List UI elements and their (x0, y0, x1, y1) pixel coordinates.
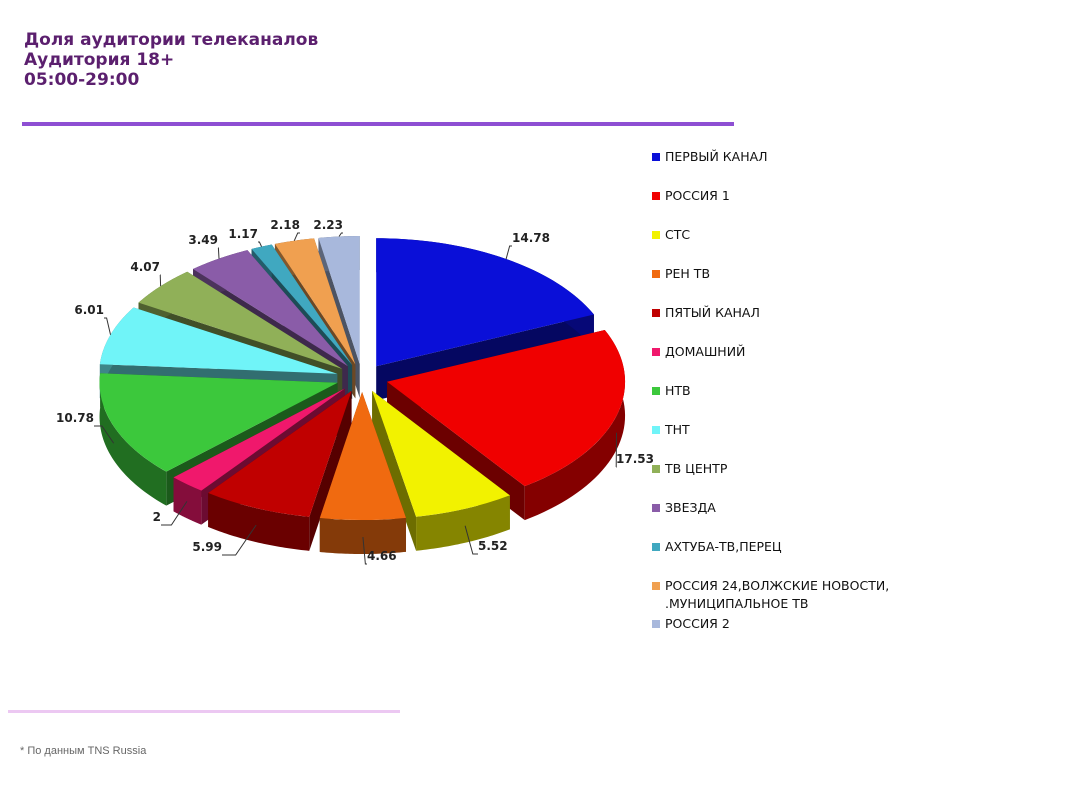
pie-chart: 14.78 17.53 5.52 4.66 5.99 2 10.78 6.01 4.07 3.49… (56, 218, 654, 565)
legend-label-4: РЕН ТВ (665, 266, 711, 281)
data-label-11: 1.17 (228, 227, 258, 241)
data-label-1: 14.78 (512, 231, 550, 245)
source-footnote: * По данным TNS Russia (20, 745, 147, 757)
legend-label-9: ТВ ЦЕНТР (665, 461, 728, 476)
legend-swatch-3 (652, 231, 660, 239)
leader-line-12 (293, 232, 300, 241)
leader-line-7 (94, 425, 115, 444)
data-label-5: 5.99 (192, 540, 222, 554)
leader-line-3 (464, 525, 478, 555)
data-label-8: 6.01 (74, 303, 104, 317)
leader-line-9 (159, 274, 162, 287)
chart-legend: ПЕРВЫЙ КАНАЛ РОССИЯ 1 СТС РЕН ТВ ПЯТЫЙ КАНАЛ… (652, 148, 952, 654)
legend-swatch-7 (652, 387, 660, 395)
legend-item-3: СТС (652, 226, 952, 244)
legend-swatch-2 (652, 192, 660, 200)
leader-line-2 (615, 432, 618, 468)
legend-item-5: ПЯТЫЙ КАНАЛ (652, 304, 952, 322)
chart-subtitle-time: 05:00-29:00 (24, 70, 140, 90)
legend-item-7: НТВ (652, 382, 952, 400)
legend-swatch-11 (652, 543, 660, 551)
data-label-12: 2.18 (270, 218, 300, 232)
legend-swatch-10 (652, 504, 660, 512)
legend-label-6: ДОМАШНИЙ (665, 344, 746, 359)
leader-line-4 (362, 536, 367, 565)
pie-slice-5 (208, 390, 352, 551)
legend-item-1: ПЕРВЫЙ КАНАЛ (652, 148, 952, 166)
legend-item-10: ЗВЕЗДА (652, 499, 952, 517)
data-label-4: 4.66 (367, 549, 397, 563)
footer-divider (8, 710, 400, 713)
data-label-13: 2.23 (313, 218, 343, 232)
data-label-9: 4.07 (130, 260, 160, 274)
leader-line-1 (505, 245, 512, 260)
legend-item-2: РОССИЯ 1 (652, 187, 952, 205)
legend-label-12: РОССИЯ 24,ВОЛЖСКИЕ НОВОСТИ, .МУНИЦИПАЛЬН… (665, 578, 890, 611)
legend-swatch-1 (652, 153, 660, 161)
title-divider (22, 122, 734, 126)
legend-item-8: ТНТ (652, 421, 952, 439)
legend-label-2: РОССИЯ 1 (665, 188, 730, 203)
leader-line-10 (217, 247, 220, 259)
data-label-2: 17.53 (616, 452, 654, 466)
leader-line-13 (338, 232, 343, 237)
legend-item-6: ДОМАШНИЙ (652, 343, 952, 361)
legend-swatch-13 (652, 620, 660, 628)
legend-swatch-12 (652, 582, 660, 590)
legend-label-1: ПЕРВЫЙ КАНАЛ (665, 149, 768, 164)
leader-line-5 (222, 524, 257, 556)
legend-label-10: ЗВЕЗДА (665, 500, 716, 515)
leader-line-6 (161, 501, 188, 526)
legend-label-8: ТНТ (665, 422, 690, 437)
legend-label-3: СТС (665, 227, 691, 242)
legend-item-9: ТВ ЦЕНТР (652, 460, 952, 478)
legend-label-11: АХТУБА-ТВ,ПЕРЕЦ (665, 539, 782, 554)
legend-item-4: РЕН ТВ (652, 265, 952, 283)
legend-label-13: РОССИЯ 2 (665, 616, 730, 631)
pie-slice-3 (372, 390, 510, 551)
data-label-10: 3.49 (188, 233, 218, 247)
legend-swatch-4 (652, 270, 660, 278)
pie-slice-4 (319, 392, 407, 555)
leader-line-8 (104, 317, 112, 335)
legend-label-7: НТВ (665, 383, 691, 398)
legend-swatch-8 (652, 426, 660, 434)
legend-item-11: АХТУБА-ТВ,ПЕРЕЦ (652, 538, 952, 556)
legend-swatch-9 (652, 465, 660, 473)
data-label-6: 2 (153, 510, 161, 524)
legend-swatch-6 (652, 348, 660, 356)
legend-item-12: РОССИЯ 24,ВОЛЖСКИЕ НОВОСТИ, .МУНИЦИПАЛЬН… (652, 577, 952, 613)
data-label-7: 10.78 (56, 411, 94, 425)
chart-title-block: Доля аудитории телеканалов Аудитория 18+… (24, 30, 318, 90)
leader-line-11 (258, 241, 263, 247)
chart-subtitle-audience: Аудитория 18+ (24, 50, 175, 70)
legend-item-13: РОССИЯ 2 (652, 615, 952, 633)
chart-title: Доля аудитории телеканалов (24, 30, 319, 50)
data-label-3: 5.52 (478, 539, 508, 553)
legend-swatch-5 (652, 309, 660, 317)
legend-label-5: ПЯТЫЙ КАНАЛ (665, 305, 760, 320)
